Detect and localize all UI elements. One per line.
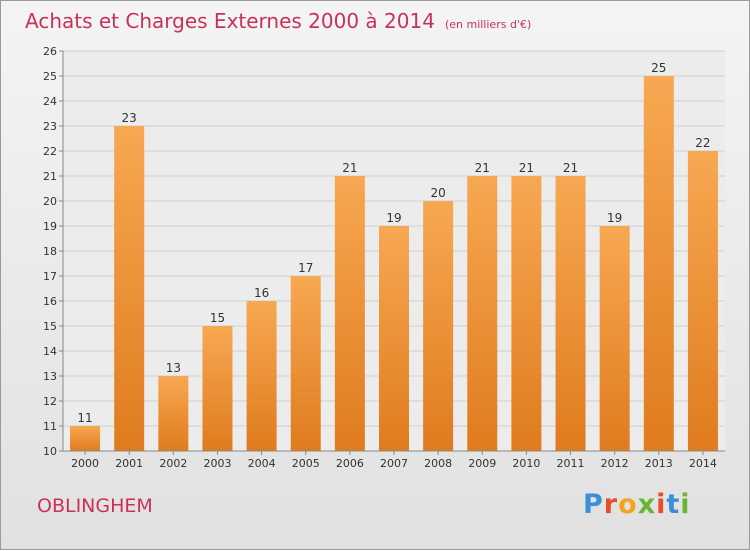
x-tick-label-2000: 2000 bbox=[71, 457, 99, 470]
logo-letter: r bbox=[603, 489, 619, 520]
x-tick-label-2002: 2002 bbox=[159, 457, 187, 470]
y-tick-label: 19 bbox=[43, 220, 57, 233]
y-tick-label: 24 bbox=[43, 95, 57, 108]
x-tick-label-2008: 2008 bbox=[424, 457, 452, 470]
bar-2010 bbox=[511, 176, 542, 451]
bar-2006 bbox=[334, 176, 365, 451]
data-label-2011: 21 bbox=[563, 161, 578, 175]
x-tick-label-2001: 2001 bbox=[115, 457, 143, 470]
data-label-2009: 21 bbox=[475, 161, 490, 175]
y-tick-label: 11 bbox=[43, 420, 57, 433]
y-tick-label: 20 bbox=[43, 195, 57, 208]
data-label-2014: 22 bbox=[695, 136, 710, 150]
bar-2005 bbox=[290, 276, 321, 451]
chart-title: Achats et Charges Externes 2000 à 2014 (e… bbox=[25, 9, 531, 33]
y-tick-label: 10 bbox=[43, 445, 57, 458]
y-tick-label: 23 bbox=[43, 120, 57, 133]
y-tick-label: 13 bbox=[43, 370, 57, 383]
x-tick-label-2006: 2006 bbox=[336, 457, 364, 470]
logo-letter: x bbox=[637, 489, 657, 520]
y-tick-label: 15 bbox=[43, 320, 57, 333]
data-label-2008: 20 bbox=[430, 186, 445, 200]
y-tick-label: 12 bbox=[43, 395, 57, 408]
axes: 10 11 12 13 14 15 16 17 18 19 20 21 22 23 24 25 26 2000 20… bbox=[43, 45, 725, 470]
chart-title-text: Achats et Charges Externes 2000 à 2014 bbox=[25, 9, 435, 33]
x-tick-label-2012: 2012 bbox=[601, 457, 629, 470]
x-tick-label-2003: 2003 bbox=[203, 457, 231, 470]
proxiti-logo[interactable]: Proxiti bbox=[583, 489, 691, 520]
bar-2000 bbox=[70, 426, 101, 451]
y-tick-label: 22 bbox=[43, 145, 57, 158]
logo-letter: i bbox=[656, 489, 667, 520]
bar-2004 bbox=[246, 301, 277, 451]
chart-title-unit: (en milliers d'€) bbox=[444, 18, 532, 31]
x-tick-label-2010: 2010 bbox=[512, 457, 540, 470]
bar-2013 bbox=[643, 76, 674, 451]
y-tick-label: 16 bbox=[43, 295, 57, 308]
data-label-2004: 16 bbox=[254, 286, 269, 300]
bar-2007 bbox=[378, 226, 410, 451]
y-tick-label: 25 bbox=[43, 70, 57, 83]
data-label-2010: 21 bbox=[519, 161, 534, 175]
y-tick-label: 14 bbox=[43, 345, 57, 358]
data-label-2001: 23 bbox=[122, 111, 137, 125]
bar-2014 bbox=[687, 151, 718, 451]
x-tick-label-2011: 2011 bbox=[557, 457, 585, 470]
logo-letter: o bbox=[618, 489, 638, 520]
y-tick-label: 21 bbox=[43, 170, 57, 183]
bar-2003 bbox=[202, 326, 233, 451]
bar-2002 bbox=[158, 376, 189, 451]
x-tick-label-2004: 2004 bbox=[248, 457, 276, 470]
data-label-2012: 19 bbox=[607, 211, 622, 225]
bar-2011 bbox=[555, 176, 586, 451]
y-tick-label: 17 bbox=[43, 270, 57, 283]
x-tick-label-2007: 2007 bbox=[380, 457, 408, 470]
x-tick-label-2009: 2009 bbox=[468, 457, 496, 470]
y-tick-label: 18 bbox=[43, 245, 57, 258]
data-label-2006: 21 bbox=[342, 161, 357, 175]
data-label-2000: 11 bbox=[77, 411, 92, 425]
data-label-2013: 25 bbox=[651, 61, 666, 75]
data-label-2005: 17 bbox=[298, 261, 313, 275]
bar-2012 bbox=[599, 226, 630, 451]
bar-2009 bbox=[467, 176, 498, 451]
x-tick-label-2014: 2014 bbox=[689, 457, 717, 470]
bar-2001 bbox=[114, 126, 145, 451]
y-tick-label: 26 bbox=[43, 45, 57, 58]
location-name: OBLINGHEM bbox=[37, 495, 153, 517]
logo-letter: i bbox=[680, 489, 691, 520]
bars: 11 23 13 15 16 17 21 19 20 21 21 21 19 25 22 bbox=[70, 61, 718, 451]
data-label-2003: 15 bbox=[210, 311, 225, 325]
x-tick-label-2013: 2013 bbox=[645, 457, 673, 470]
data-label-2007: 19 bbox=[386, 211, 401, 225]
bar-2008 bbox=[423, 201, 454, 451]
logo-letter: P bbox=[583, 489, 604, 520]
x-tick-label-2005: 2005 bbox=[292, 457, 320, 470]
data-label-2002: 13 bbox=[166, 361, 181, 375]
logo-letter: t bbox=[666, 489, 681, 520]
